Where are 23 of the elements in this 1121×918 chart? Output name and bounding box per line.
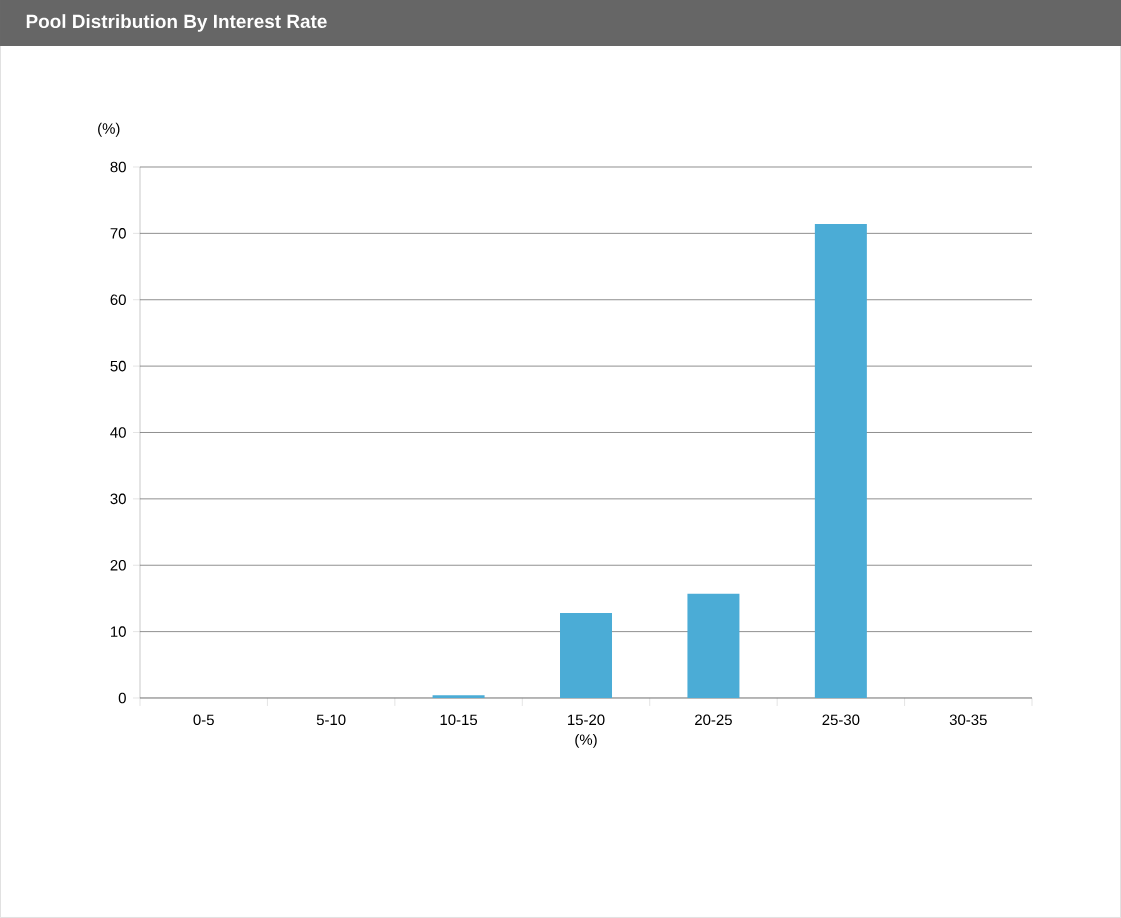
x-tick-label: 30-35 — [949, 714, 987, 726]
x-tick-label: 0-5 — [193, 714, 214, 726]
chart-title: Pool Distribution By Interest Rate — [26, 14, 327, 32]
x-tick-label: 25-30 — [822, 714, 860, 726]
bar — [814, 224, 867, 698]
y-tick-label: 20 — [110, 559, 126, 571]
x-tick-label: 5-10 — [316, 714, 346, 726]
y-tick-label: 0 — [118, 692, 126, 704]
y-tick-label: 70 — [110, 228, 126, 239]
y-tick-label: 50 — [110, 360, 126, 372]
y-tick-label: 40 — [110, 427, 126, 438]
x-axis-title: (%) — [575, 733, 597, 748]
bar — [687, 593, 740, 698]
y-tick-label: 10 — [111, 626, 126, 637]
bar — [432, 695, 485, 698]
y-tick-label: 60 — [110, 294, 126, 306]
x-tick-label: 10-15 — [440, 714, 478, 726]
bar — [560, 613, 613, 698]
x-tick-label: 20-25 — [695, 714, 732, 726]
y-tick-label: 30 — [110, 493, 126, 505]
y-axis-title: (%) — [98, 122, 120, 137]
y-tick-label: 80 — [110, 161, 126, 173]
x-tick-label: 15-20 — [568, 714, 605, 726]
